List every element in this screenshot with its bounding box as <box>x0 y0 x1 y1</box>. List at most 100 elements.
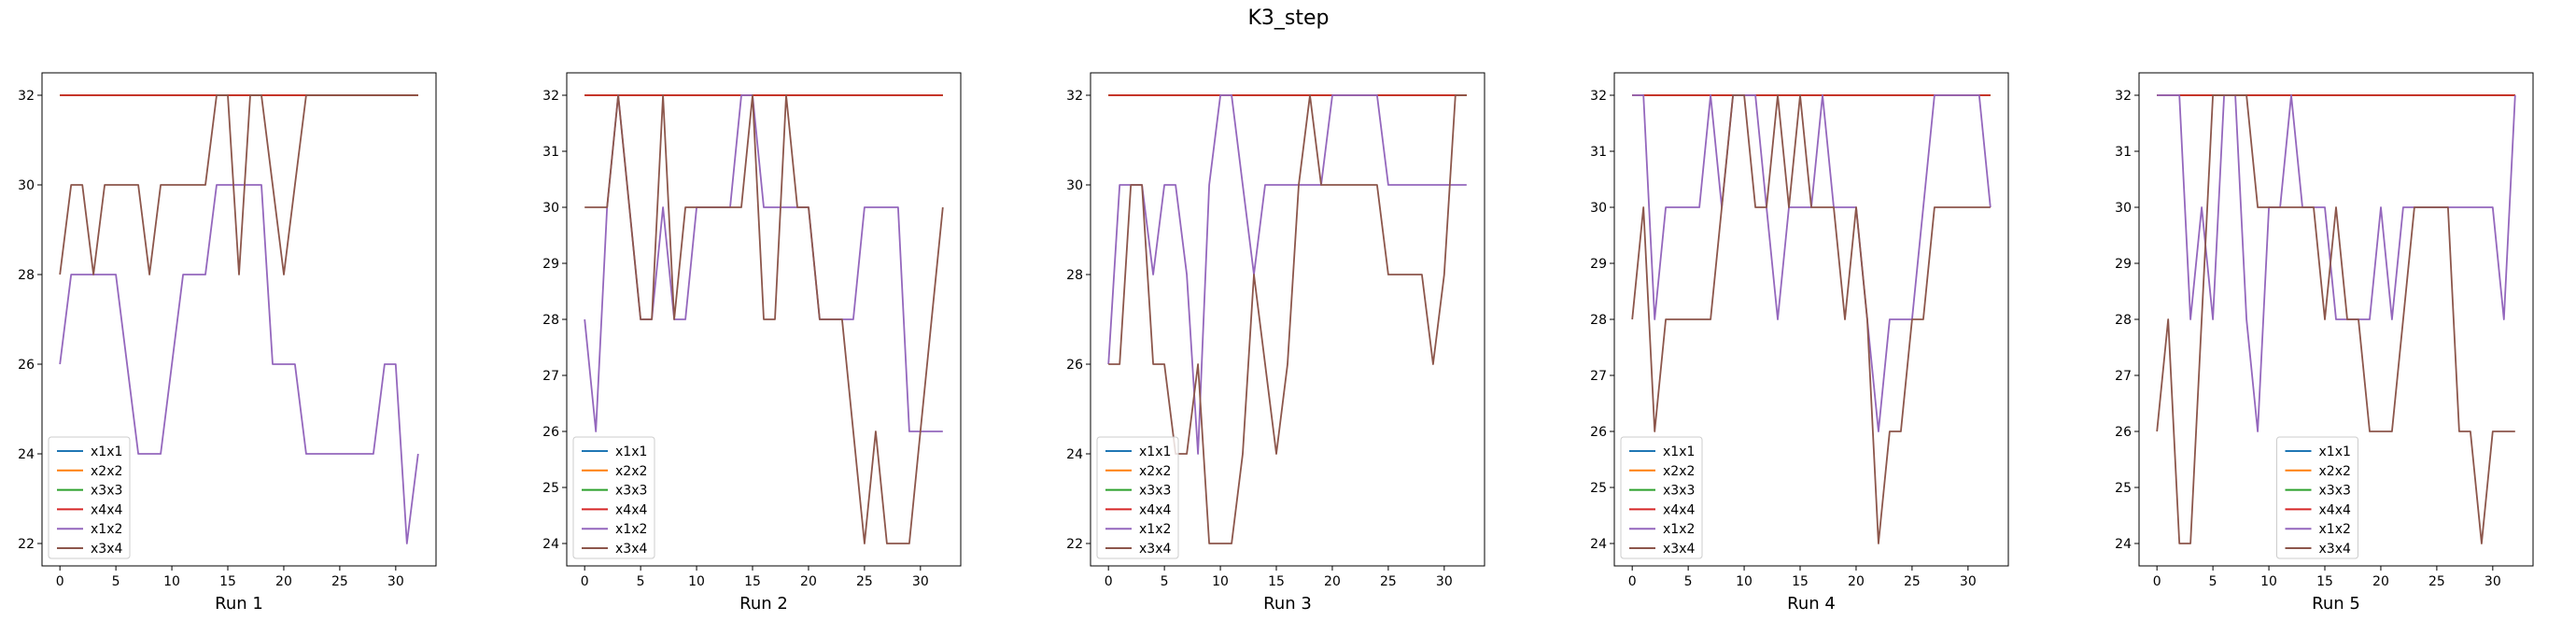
y-tick-label: 29 <box>2115 257 2132 272</box>
x-tick-label: 0 <box>56 574 64 589</box>
legend-label: x2x2 <box>2319 464 2351 479</box>
series-line-x1x2 <box>2157 94 2516 432</box>
legend-label: x3x3 <box>91 484 122 499</box>
y-tick-label: 30 <box>18 178 35 193</box>
legend-label: x1x2 <box>615 522 647 537</box>
legend-label: x4x4 <box>1139 502 1171 517</box>
x-tick-label: 5 <box>2209 574 2217 589</box>
y-tick-label: 32 <box>1590 89 1607 104</box>
series-line-x1x2 <box>584 94 943 432</box>
y-tick-label: 31 <box>1590 145 1607 160</box>
series-line-x1x2 <box>59 184 419 544</box>
x-tick-label: 10 <box>1736 574 1753 589</box>
x-tick-label: 25 <box>856 574 873 589</box>
y-tick-label: 26 <box>2115 425 2132 440</box>
legend-label: x2x2 <box>1139 464 1171 479</box>
y-tick-label: 32 <box>18 89 35 104</box>
legend-label: x3x3 <box>2319 484 2351 499</box>
x-tick-label: 25 <box>2428 574 2445 589</box>
legend-label: x3x4 <box>615 542 647 557</box>
legend-label: x3x3 <box>615 484 647 499</box>
y-tick-label: 30 <box>2115 201 2132 216</box>
y-tick-label: 26 <box>542 425 559 440</box>
x-tick-label: 5 <box>1684 574 1693 589</box>
legend-label: x3x3 <box>1139 484 1171 499</box>
series-lines <box>584 94 944 544</box>
legend-label: x4x4 <box>91 502 122 517</box>
legend-label: x1x1 <box>1139 445 1171 459</box>
legend: x1x1 x2x2 x3x3 x4x4 x1x2 x3x4 <box>1096 436 1179 559</box>
x-tick-label: 0 <box>2153 574 2161 589</box>
y-tick-label: 28 <box>1590 313 1607 328</box>
y-tick-label: 28 <box>2115 313 2132 328</box>
x-tick-label: 10 <box>163 574 180 589</box>
series-line-x3x4 <box>59 94 418 275</box>
x-tick-label: 10 <box>688 574 705 589</box>
y-tick-label: 30 <box>542 201 559 216</box>
x-tick-label: 20 <box>275 574 292 589</box>
y-tick-label: 29 <box>1590 257 1607 272</box>
legend-label: x3x3 <box>1663 484 1695 499</box>
y-tick-label: 26 <box>1066 358 1083 373</box>
x-tick-label: 10 <box>1212 574 1229 589</box>
x-tick-label: 5 <box>637 574 645 589</box>
y-tick-label: 22 <box>1066 537 1083 552</box>
series-line-x3x4 <box>584 94 944 544</box>
x-tick-label: 30 <box>912 574 929 589</box>
legend-label: x1x1 <box>1663 445 1695 459</box>
legend-label: x1x2 <box>2319 522 2351 537</box>
figure-title: K3_step <box>1247 7 1329 30</box>
chart-panel-run-3: 0 5 10 15 20 25 30 22 24 26 28 30 32 Run 3 x1x1 x2x2 x3x… <box>1066 72 1485 614</box>
x-tick-label: 20 <box>800 574 817 589</box>
x-tick-label: 20 <box>2372 574 2389 589</box>
x-tick-label: 30 <box>1436 574 1453 589</box>
legend: x1x1 x2x2 x3x3 x4x4 x1x2 x3x4 <box>48 436 131 559</box>
y-tick-label: 24 <box>2115 537 2132 552</box>
legend-label: x1x2 <box>91 522 122 537</box>
series-lines <box>1107 94 1467 544</box>
x-tick-label: 15 <box>219 574 236 589</box>
x-axis-label: Run 4 <box>1787 594 1836 614</box>
series-line-x3x4 <box>2156 94 2515 544</box>
x-tick-label: 15 <box>744 574 761 589</box>
x-tick-label: 20 <box>1324 574 1341 589</box>
legend-label: x4x4 <box>615 502 647 517</box>
y-tick-label: 27 <box>2115 369 2132 384</box>
legend-label: x2x2 <box>615 464 647 479</box>
chart-panel-run-1: 0 5 10 15 20 25 30 22 24 26 28 30 32 Run 1 x1x1 x2x2 x3x… <box>18 72 437 614</box>
y-tick-label: 32 <box>1066 89 1083 104</box>
series-line-x1x2 <box>1107 94 1467 455</box>
legend-label: x4x4 <box>2319 502 2351 517</box>
y-tick-label: 25 <box>2115 481 2132 496</box>
x-tick-label: 20 <box>1848 574 1865 589</box>
y-tick-label: 31 <box>2115 145 2132 160</box>
y-tick-label: 26 <box>18 358 35 373</box>
x-axis-label: Run 1 <box>215 594 263 614</box>
y-tick-label: 30 <box>1590 201 1607 216</box>
x-tick-label: 5 <box>112 574 120 589</box>
legend-label: x1x2 <box>1663 522 1695 537</box>
x-tick-label: 0 <box>1628 574 1637 589</box>
y-tick-label: 27 <box>542 369 559 384</box>
y-tick-label: 24 <box>1066 447 1083 462</box>
legend: x1x1 x2x2 x3x3 x4x4 x1x2 x3x4 <box>1620 436 1703 559</box>
x-tick-label: 30 <box>2485 574 2501 589</box>
x-tick-label: 5 <box>1161 574 1169 589</box>
y-tick-label: 22 <box>18 537 35 552</box>
legend: x1x1 x2x2 x3x3 x4x4 x1x2 x3x4 <box>572 436 655 559</box>
legend-label: x1x1 <box>91 445 122 459</box>
legend-label: x3x4 <box>1663 542 1695 557</box>
y-tick-label: 28 <box>18 268 35 283</box>
x-tick-label: 10 <box>2260 574 2277 589</box>
x-tick-label: 15 <box>2316 574 2333 589</box>
series-lines <box>59 94 419 544</box>
x-tick-label: 25 <box>1380 574 1397 589</box>
y-tick-label: 30 <box>1066 178 1083 193</box>
axes-frame <box>41 72 437 567</box>
x-tick-label: 25 <box>1904 574 1921 589</box>
series-lines <box>1631 94 1992 544</box>
x-tick-label: 15 <box>1792 574 1809 589</box>
